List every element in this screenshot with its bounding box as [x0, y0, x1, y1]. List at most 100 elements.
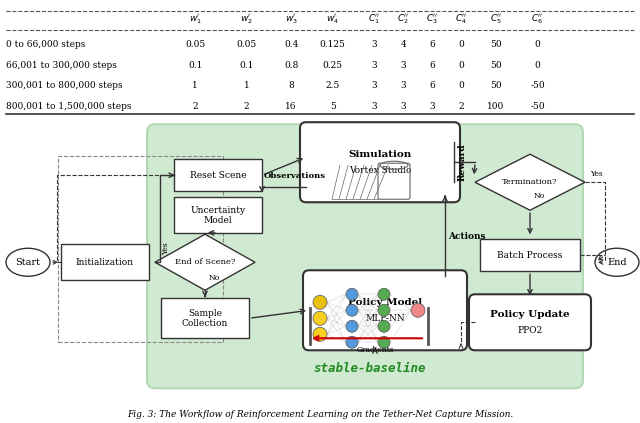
Text: 0: 0 — [458, 61, 463, 70]
FancyBboxPatch shape — [61, 244, 149, 280]
Text: -50: -50 — [531, 102, 545, 111]
Text: $C_5''$: $C_5''$ — [490, 12, 502, 26]
FancyBboxPatch shape — [174, 197, 262, 233]
Text: MLP-NN: MLP-NN — [365, 314, 405, 323]
Circle shape — [313, 311, 327, 325]
Text: 1: 1 — [244, 81, 249, 91]
Circle shape — [346, 304, 358, 316]
Text: Initialization: Initialization — [76, 258, 134, 267]
Circle shape — [378, 288, 390, 300]
Text: Batch Process: Batch Process — [497, 251, 563, 260]
Text: 0.25: 0.25 — [323, 61, 343, 70]
Text: 6: 6 — [429, 81, 435, 91]
Text: 3: 3 — [372, 102, 377, 111]
Text: 0.1: 0.1 — [188, 61, 202, 70]
Text: 3: 3 — [372, 81, 377, 91]
Text: 0.4: 0.4 — [284, 40, 298, 49]
Text: 50: 50 — [490, 40, 502, 49]
Text: 2: 2 — [193, 102, 198, 111]
Circle shape — [411, 303, 425, 317]
Circle shape — [378, 304, 390, 316]
Text: 0: 0 — [535, 61, 540, 70]
Text: 800,001 to 1,500,000 steps: 800,001 to 1,500,000 steps — [6, 102, 132, 111]
Text: 0: 0 — [458, 40, 463, 49]
Ellipse shape — [6, 248, 50, 276]
Polygon shape — [155, 234, 255, 290]
Circle shape — [313, 295, 327, 309]
FancyBboxPatch shape — [147, 124, 583, 388]
Text: 0: 0 — [458, 81, 463, 91]
Text: 0.125: 0.125 — [320, 40, 346, 49]
FancyBboxPatch shape — [161, 298, 249, 338]
FancyBboxPatch shape — [303, 270, 467, 350]
Text: $C_3''$: $C_3''$ — [426, 12, 438, 26]
Text: 0: 0 — [535, 40, 540, 49]
Circle shape — [346, 336, 358, 348]
Text: 0.05: 0.05 — [236, 40, 257, 49]
Text: 50: 50 — [490, 81, 502, 91]
Text: 66,001 to 300,000 steps: 66,001 to 300,000 steps — [6, 61, 117, 70]
Text: Start: Start — [15, 258, 40, 267]
Text: $w_2'$: $w_2'$ — [240, 12, 253, 26]
Text: Reward: Reward — [458, 143, 467, 181]
Text: $C_4''$: $C_4''$ — [454, 12, 467, 26]
Text: Sample
Collection: Sample Collection — [182, 309, 228, 328]
Text: Observations: Observations — [264, 172, 326, 180]
Text: Vortex Studio: Vortex Studio — [349, 166, 412, 175]
Text: Termination?: Termination? — [502, 178, 557, 186]
Text: No: No — [209, 274, 220, 282]
Text: 1: 1 — [193, 81, 198, 91]
Text: End: End — [607, 258, 627, 267]
Text: Simulation: Simulation — [348, 150, 412, 159]
Polygon shape — [475, 154, 585, 210]
Text: 3: 3 — [372, 61, 377, 70]
Text: 3: 3 — [429, 102, 435, 111]
Circle shape — [378, 336, 390, 348]
Text: 300,001 to 800,000 steps: 300,001 to 800,000 steps — [6, 81, 123, 91]
Text: Yes: Yes — [590, 170, 603, 178]
Text: Yes: Yes — [162, 242, 170, 255]
Text: 3: 3 — [401, 81, 406, 91]
Text: 5: 5 — [330, 102, 336, 111]
Text: Fig. 3: The Workflow of Reinforcement Learning on the Tether-Net Capture Mission: Fig. 3: The Workflow of Reinforcement Le… — [127, 410, 513, 419]
Text: $C_1''$: $C_1''$ — [368, 12, 381, 26]
Text: End of Scene?: End of Scene? — [175, 258, 235, 266]
FancyBboxPatch shape — [174, 159, 262, 191]
Text: Policy Model: Policy Model — [348, 298, 422, 307]
Text: $w_4'$: $w_4'$ — [326, 12, 339, 26]
Text: 0.05: 0.05 — [185, 40, 205, 49]
Text: Policy Update: Policy Update — [490, 310, 570, 319]
Text: 50: 50 — [490, 61, 502, 70]
Text: stable-baseline: stable-baseline — [314, 362, 426, 375]
Text: No: No — [534, 192, 545, 200]
Text: $w_3'$: $w_3'$ — [285, 12, 298, 26]
Circle shape — [378, 320, 390, 332]
FancyBboxPatch shape — [300, 122, 460, 202]
Text: 2.5: 2.5 — [326, 81, 340, 91]
FancyBboxPatch shape — [469, 294, 591, 350]
Text: $C_2''$: $C_2''$ — [397, 12, 410, 26]
Text: 8: 8 — [289, 81, 294, 91]
Text: 16: 16 — [285, 102, 297, 111]
Text: 2: 2 — [244, 102, 249, 111]
Text: 2: 2 — [458, 102, 463, 111]
Text: 3: 3 — [372, 40, 377, 49]
Text: Uncertainty
Model: Uncertainty Model — [191, 206, 246, 225]
Text: 4: 4 — [401, 40, 406, 49]
Text: $w_1'$: $w_1'$ — [189, 12, 202, 26]
Text: 0.8: 0.8 — [284, 61, 298, 70]
Text: 100: 100 — [488, 102, 504, 111]
Text: Reset Scene: Reset Scene — [189, 171, 246, 180]
Text: -50: -50 — [531, 81, 545, 91]
Ellipse shape — [595, 248, 639, 276]
FancyBboxPatch shape — [480, 239, 580, 271]
Text: 0.1: 0.1 — [239, 61, 253, 70]
Text: PPO2: PPO2 — [517, 326, 543, 335]
Text: Gradients: Gradients — [356, 346, 394, 354]
Text: 0 to 66,000 steps: 0 to 66,000 steps — [6, 40, 86, 49]
Circle shape — [346, 288, 358, 300]
Text: 3: 3 — [401, 61, 406, 70]
Circle shape — [313, 327, 327, 341]
Text: Actions: Actions — [448, 232, 486, 241]
Text: 6: 6 — [429, 61, 435, 70]
